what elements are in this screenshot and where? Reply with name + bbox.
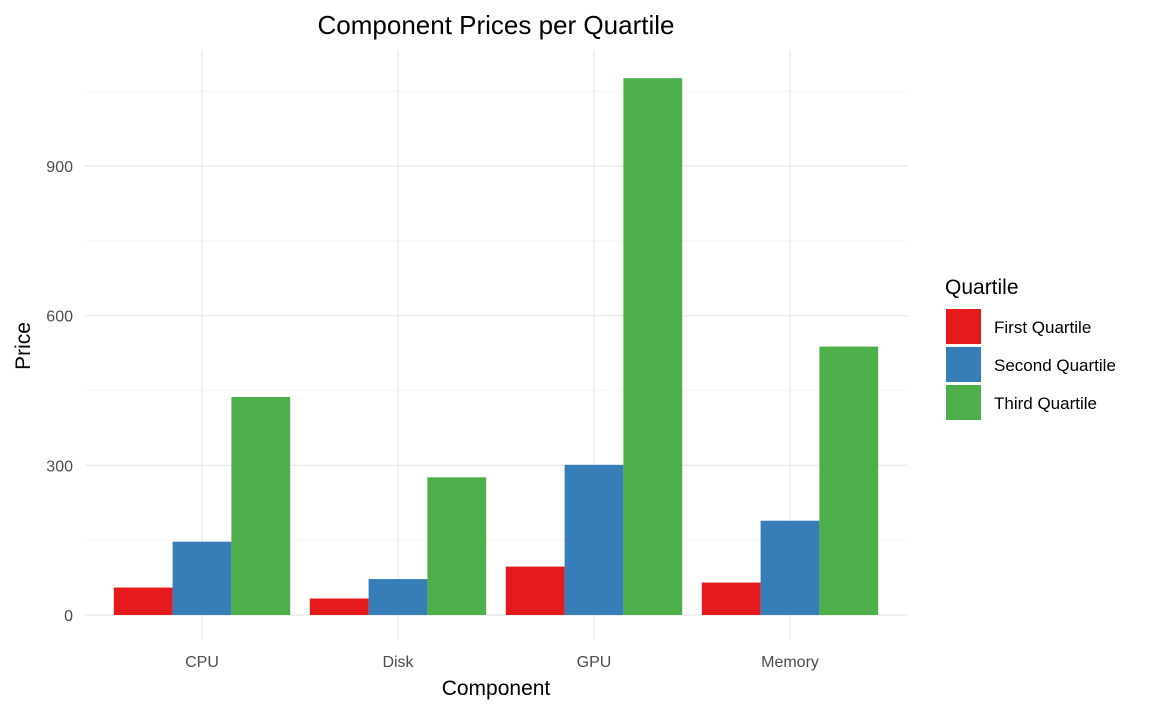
grid bbox=[85, 50, 908, 640]
x-tick-label: CPU bbox=[185, 654, 219, 671]
bar-disk-3 bbox=[427, 477, 487, 615]
bar-memory-2 bbox=[760, 520, 820, 615]
legend-key bbox=[946, 347, 981, 382]
y-tick-label: 900 bbox=[46, 159, 73, 176]
bar-cpu-1 bbox=[113, 587, 173, 615]
bar-memory-1 bbox=[701, 582, 761, 615]
bar-cpu-2 bbox=[172, 541, 232, 615]
x-tick-label: GPU bbox=[577, 654, 612, 671]
y-tick-label: 0 bbox=[64, 608, 73, 625]
x-tick-label: Disk bbox=[382, 654, 414, 671]
y-tick-label: 600 bbox=[46, 309, 73, 326]
bar-disk-2 bbox=[368, 579, 428, 615]
legend: Quartile First Quartile Second Quartile Th… bbox=[945, 276, 1116, 420]
legend-key bbox=[946, 385, 981, 420]
legend-label: Third Quartile bbox=[994, 394, 1097, 413]
legend-label: First Quartile bbox=[994, 318, 1091, 337]
bar-disk-1 bbox=[309, 598, 369, 615]
bars bbox=[113, 78, 879, 615]
bar-gpu-3 bbox=[623, 78, 683, 615]
legend-label: Second Quartile bbox=[994, 356, 1116, 375]
y-axis-title: Price bbox=[12, 322, 35, 370]
x-tick-label: Memory bbox=[761, 654, 819, 671]
bar-cpu-3 bbox=[231, 396, 291, 615]
x-axis-title: Component bbox=[442, 677, 551, 700]
bar-gpu-1 bbox=[505, 566, 565, 615]
y-axis-ticks: 0 300 600 900 bbox=[46, 159, 73, 625]
y-tick-label: 300 bbox=[46, 458, 73, 475]
bar-memory-3 bbox=[819, 346, 879, 615]
legend-title: Quartile bbox=[945, 276, 1019, 299]
bar-gpu-2 bbox=[564, 464, 624, 615]
x-axis-ticks: CPU Disk GPU Memory bbox=[185, 654, 819, 671]
legend-key bbox=[946, 309, 981, 344]
chart-title: Component Prices per Quartile bbox=[318, 10, 675, 40]
